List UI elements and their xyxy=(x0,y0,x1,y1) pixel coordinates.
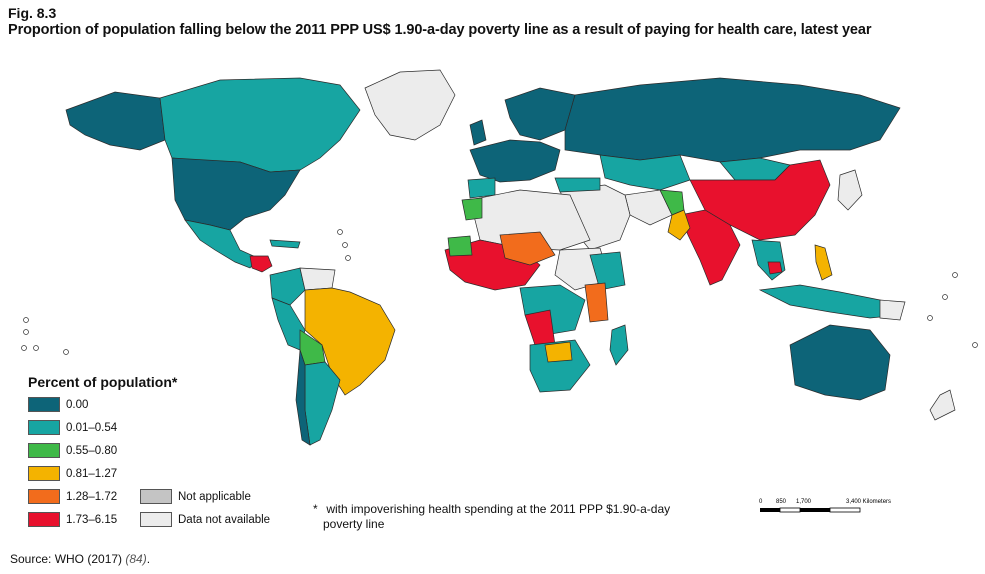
country-venezuela xyxy=(299,267,336,291)
legend-item: 0.55–0.80 xyxy=(28,442,117,459)
footnote-marker: * xyxy=(313,502,318,516)
country-cuba xyxy=(269,239,301,249)
country-kazakhstan xyxy=(599,154,691,191)
country-colombia xyxy=(269,267,306,306)
country-new-zealand xyxy=(929,389,956,421)
country-scandinavia xyxy=(504,87,576,141)
scale-segment xyxy=(779,507,801,513)
legend-label: Not applicable xyxy=(178,490,251,503)
country-western-europe xyxy=(469,139,561,183)
island-marker xyxy=(345,255,351,261)
country-greenland xyxy=(364,69,456,141)
country-zambia xyxy=(544,341,573,363)
legend-title: Percent of population* xyxy=(28,374,178,390)
legend-item: 0.01–0.54 xyxy=(28,419,117,436)
country-turkey xyxy=(554,177,601,193)
island-marker xyxy=(337,229,343,235)
country-pakistan xyxy=(667,209,691,241)
country-uk xyxy=(469,119,487,146)
country-australia xyxy=(789,324,891,401)
country-philippines xyxy=(814,244,833,281)
country-tanzania xyxy=(584,282,609,323)
country-canada xyxy=(159,77,361,173)
country-central-america xyxy=(249,255,273,273)
country-ethiopia xyxy=(589,251,626,291)
island-marker xyxy=(23,317,29,323)
scale-bar-svg: 0 850 1,700 3,400 Kilometers xyxy=(759,499,891,513)
island-marker xyxy=(33,345,39,351)
island-marker xyxy=(342,242,348,248)
scale-bar: 0 850 1,700 3,400 Kilometers xyxy=(758,496,918,520)
legend-swatch xyxy=(28,512,60,527)
country-chile xyxy=(295,349,311,446)
source-text: Source: WHO (2017) xyxy=(10,552,126,566)
country-japan xyxy=(837,169,863,211)
legend-swatch xyxy=(140,512,172,527)
figure-label: Fig. 8.3 xyxy=(8,5,57,21)
country-indonesia xyxy=(758,284,901,319)
legend-swatch xyxy=(28,489,60,504)
country-morocco xyxy=(461,197,483,221)
legend-label: 1.28–1.72 xyxy=(66,490,118,503)
legend-label: 0.81–1.27 xyxy=(66,467,118,480)
legend-label: 0.55–0.80 xyxy=(66,444,118,457)
legend-item: 1.28–1.72 xyxy=(28,488,117,505)
country-mali xyxy=(499,231,556,266)
country-india xyxy=(679,209,741,286)
footnote: * with impoverishing health spending at … xyxy=(313,502,713,532)
legend-label: 0.01–0.54 xyxy=(66,421,118,434)
legend-swatch xyxy=(140,489,172,504)
legend-swatch xyxy=(28,397,60,412)
legend-item: 1.73–6.15 xyxy=(28,511,117,528)
scale-segment xyxy=(760,508,780,512)
legend-item: Data not available xyxy=(140,511,270,528)
map-legend: Percent of population* 0.00 0.01–0.54 0.55… xyxy=(28,374,308,534)
legend-label: 1.73–6.15 xyxy=(66,513,118,526)
legend-item: 0.81–1.27 xyxy=(28,465,117,482)
country-madagascar xyxy=(609,324,629,366)
legend-swatch xyxy=(28,466,60,481)
country-drc xyxy=(524,309,556,346)
source-tail: . xyxy=(146,552,151,566)
world-map xyxy=(0,50,985,530)
island-marker xyxy=(63,349,69,355)
country-cambodia xyxy=(767,261,783,275)
island-marker xyxy=(23,329,29,335)
country-usa xyxy=(171,157,301,231)
scale-tick-label: 3,400 Kilometers xyxy=(846,499,891,505)
island-marker xyxy=(972,342,978,348)
footnote-line1: with impoverishing health spending at th… xyxy=(326,502,671,516)
legend-swatch xyxy=(28,443,60,458)
footnote-line2: poverty line xyxy=(323,517,385,531)
island-marker xyxy=(927,315,933,321)
country-senegal xyxy=(447,235,473,257)
country-png xyxy=(879,299,906,321)
island-marker xyxy=(21,345,27,351)
country-southern-africa xyxy=(529,339,591,393)
legend-swatch xyxy=(28,420,60,435)
legend-label: 0.00 xyxy=(66,398,89,411)
island-marker xyxy=(952,272,958,278)
legend-label: Data not available xyxy=(178,513,271,526)
country-brazil xyxy=(304,287,396,396)
scale-segment xyxy=(829,507,861,513)
country-indochina xyxy=(751,239,786,281)
source-ref: (84) xyxy=(125,552,147,566)
country-iberia xyxy=(467,177,496,199)
scale-segment xyxy=(800,508,830,512)
scale-tick-label: 850 xyxy=(776,499,787,505)
legend-item: Not applicable xyxy=(140,488,251,505)
world-map-svg xyxy=(21,69,978,446)
scale-tick-label: 1,700 xyxy=(796,499,812,505)
scale-tick-label: 0 xyxy=(759,499,763,505)
island-marker xyxy=(942,294,948,300)
legend-item: 0.00 xyxy=(28,396,88,413)
figure-title: Proportion of population falling below t… xyxy=(8,22,872,38)
source-note: Source: WHO (2017) (84). xyxy=(10,552,150,566)
country-argentina xyxy=(304,361,341,446)
country-alaska xyxy=(65,91,166,151)
country-russia xyxy=(564,77,901,163)
